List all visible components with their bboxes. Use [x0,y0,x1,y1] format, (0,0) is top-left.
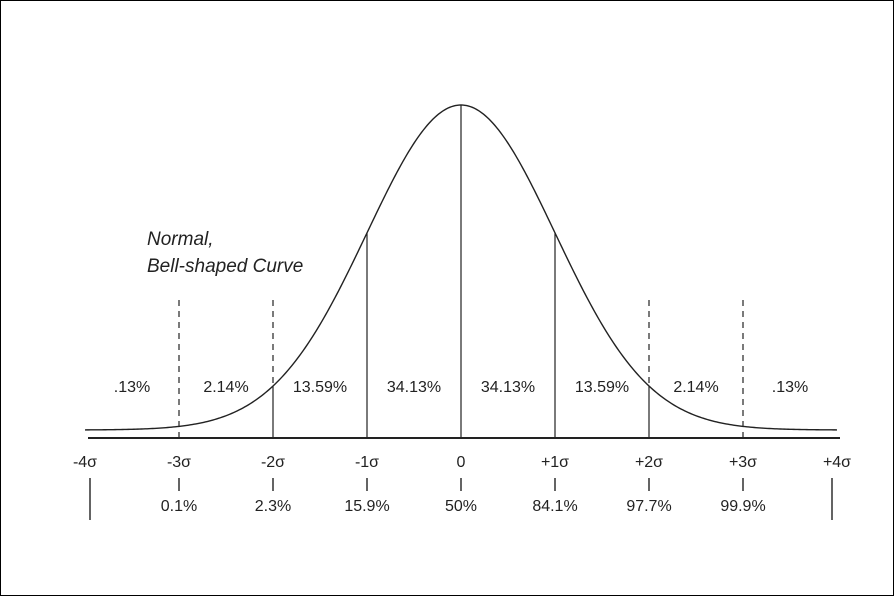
cumulative-percentage-label: 2.3% [255,498,291,515]
band-percentage-label: .13% [114,379,150,396]
cumulative-percentage-label: 15.9% [344,498,389,515]
band-percentage-label: 2.14% [203,379,248,396]
band-percentage-label: 2.14% [673,379,718,396]
band-percentage-label: .13% [772,379,808,396]
x-tick-label: -4σ [73,454,97,471]
band-percentage-label: 13.59% [575,379,629,396]
chart-title-line: Normal, [147,229,214,250]
x-tick-label: -2σ [261,454,285,471]
cumulative-percentage-label: 0.1% [161,498,197,515]
x-tick-label: +2σ [635,454,663,471]
x-tick-label: +1σ [541,454,569,471]
x-tick-label: +4σ [823,454,851,471]
band-percentage-label: 34.13% [387,379,441,396]
cumulative-percentage-label: 50% [445,498,477,515]
chart-title-line: Bell-shaped Curve [147,256,303,277]
x-tick-label: -1σ [355,454,379,471]
cumulative-percentage-label: 97.7% [626,498,671,515]
cumulative-percentage-label: 99.9% [720,498,765,515]
cumulative-percentage-label: 84.1% [532,498,577,515]
band-percentage-label: 34.13% [481,379,535,396]
x-tick-label: 0 [457,454,466,471]
x-tick-label: -3σ [167,454,191,471]
x-tick-label: +3σ [729,454,757,471]
band-percentage-label: 13.59% [293,379,347,396]
